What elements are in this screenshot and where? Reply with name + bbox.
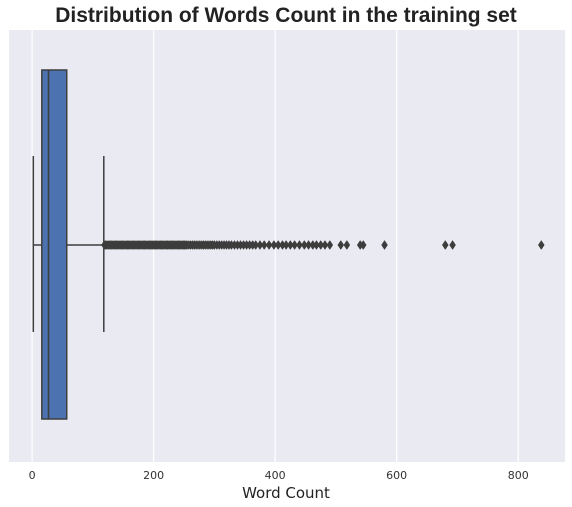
outlier-point xyxy=(538,240,545,250)
x-tick-label: 600 xyxy=(386,469,407,482)
x-tick-label: 400 xyxy=(265,469,286,482)
outlier-point xyxy=(343,240,351,250)
outlier-point xyxy=(260,240,268,250)
outlier-point xyxy=(265,240,273,250)
outlier-point xyxy=(449,240,456,250)
x-tick-label: 200 xyxy=(143,469,164,482)
outlier-point xyxy=(381,240,388,250)
chart-title: Distribution of Words Count in the train… xyxy=(55,4,517,27)
box xyxy=(41,69,68,420)
outlier-point xyxy=(326,240,334,250)
x-axis-ticks: 0 200 400 600 800 xyxy=(29,469,529,482)
x-axis-label: Word Count xyxy=(242,484,330,502)
outlier-point xyxy=(321,240,329,250)
outlier-point xyxy=(291,240,298,250)
outlier-point xyxy=(441,240,449,250)
x-tick-label: 0 xyxy=(29,469,36,482)
interquartile-box xyxy=(41,69,68,420)
outlier-point xyxy=(296,240,303,250)
outlier-point xyxy=(359,240,367,250)
outlier-point xyxy=(337,240,345,250)
outlier-points xyxy=(101,240,545,250)
x-tick-label: 800 xyxy=(508,469,529,482)
